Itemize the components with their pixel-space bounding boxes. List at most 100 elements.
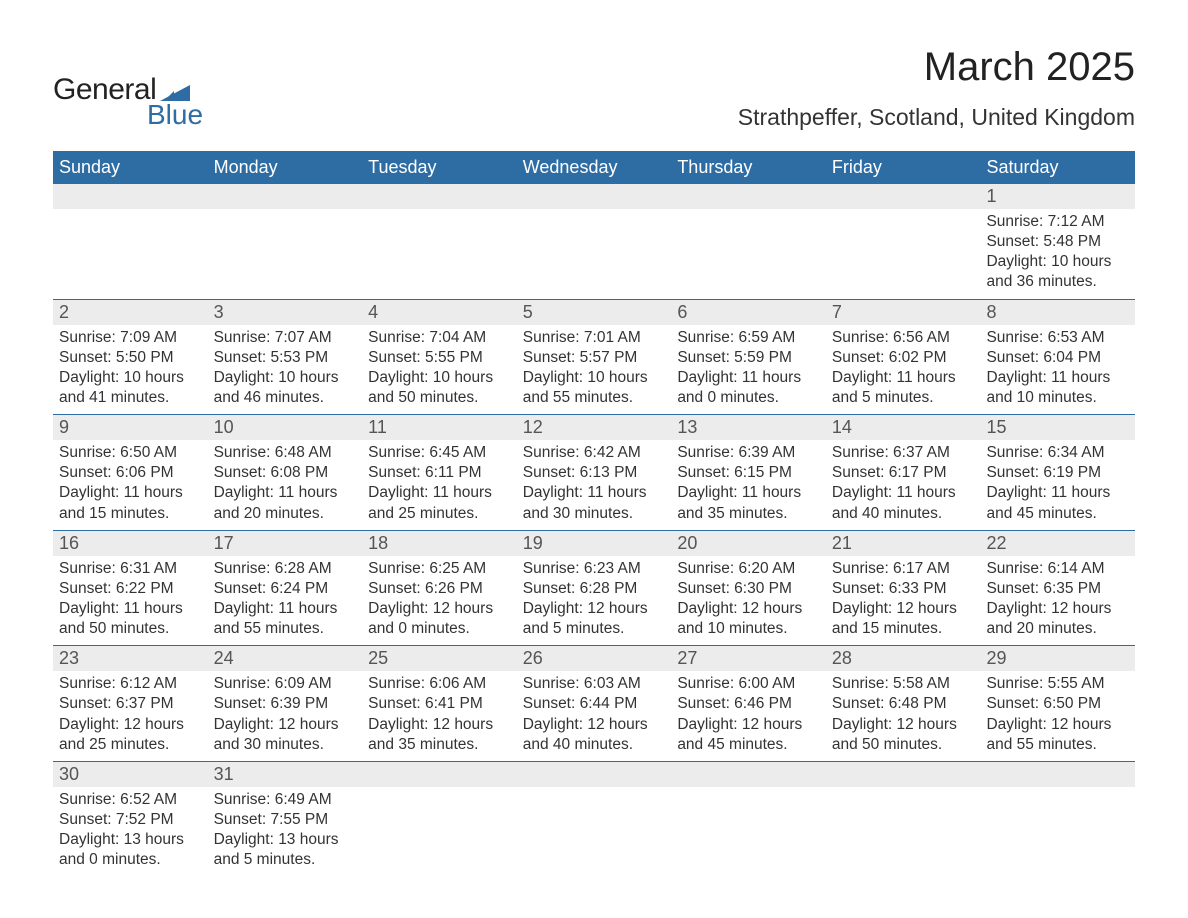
calendar-grid: Sunday Monday Tuesday Wednesday Thursday… [53, 151, 1135, 876]
day-sunset: Sunset: 6:15 PM [677, 463, 820, 483]
calendar-day: 15Sunrise: 6:34 AMSunset: 6:19 PMDayligh… [980, 415, 1135, 530]
day-daylight-line1: Daylight: 11 hours [677, 368, 820, 388]
calendar-day: 7Sunrise: 6:56 AMSunset: 6:02 PMDaylight… [826, 300, 981, 415]
day-daylight-line1: Daylight: 11 hours [59, 599, 202, 619]
day-sunset: Sunset: 6:41 PM [368, 694, 511, 714]
day-number [53, 184, 208, 209]
day-details [362, 209, 517, 218]
page-subtitle: Strathpeffer, Scotland, United Kingdom [738, 104, 1135, 131]
day-details: Sunrise: 6:31 AMSunset: 6:22 PMDaylight:… [53, 556, 208, 646]
day-details [53, 209, 208, 218]
logo-text-main: General [53, 73, 156, 107]
calendar-day [980, 762, 1135, 877]
title-block: March 2025 Strathpeffer, Scotland, Unite… [738, 45, 1135, 131]
day-details: Sunrise: 6:34 AMSunset: 6:19 PMDaylight:… [980, 440, 1135, 530]
calendar-day [671, 184, 826, 299]
day-details: Sunrise: 6:28 AMSunset: 6:24 PMDaylight:… [208, 556, 363, 646]
day-number: 5 [517, 300, 672, 325]
day-number [362, 762, 517, 787]
day-daylight-line2: and 45 minutes. [986, 504, 1129, 524]
days-of-week-header: Sunday Monday Tuesday Wednesday Thursday… [53, 151, 1135, 184]
calendar-day: 4Sunrise: 7:04 AMSunset: 5:55 PMDaylight… [362, 300, 517, 415]
day-sunrise: Sunrise: 6:28 AM [214, 559, 357, 579]
day-daylight-line2: and 50 minutes. [59, 619, 202, 639]
day-daylight-line2: and 46 minutes. [214, 388, 357, 408]
day-sunrise: Sunrise: 6:14 AM [986, 559, 1129, 579]
day-sunset: Sunset: 6:11 PM [368, 463, 511, 483]
day-details: Sunrise: 5:58 AMSunset: 6:48 PMDaylight:… [826, 671, 981, 761]
calendar-day [517, 184, 672, 299]
dow-saturday: Saturday [980, 151, 1135, 184]
day-sunset: Sunset: 5:55 PM [368, 348, 511, 368]
calendar-day: 12Sunrise: 6:42 AMSunset: 6:13 PMDayligh… [517, 415, 672, 530]
day-sunset: Sunset: 6:44 PM [523, 694, 666, 714]
day-daylight-line2: and 0 minutes. [368, 619, 511, 639]
day-daylight-line1: Daylight: 12 hours [368, 715, 511, 735]
day-number: 19 [517, 531, 672, 556]
day-sunrise: Sunrise: 6:42 AM [523, 443, 666, 463]
day-number: 9 [53, 415, 208, 440]
day-daylight-line1: Daylight: 12 hours [59, 715, 202, 735]
day-number: 20 [671, 531, 826, 556]
day-daylight-line2: and 35 minutes. [677, 504, 820, 524]
day-sunset: Sunset: 6:02 PM [832, 348, 975, 368]
day-sunset: Sunset: 6:50 PM [986, 694, 1129, 714]
day-sunset: Sunset: 6:04 PM [986, 348, 1129, 368]
day-daylight-line1: Daylight: 11 hours [832, 483, 975, 503]
day-details: Sunrise: 6:25 AMSunset: 6:26 PMDaylight:… [362, 556, 517, 646]
day-details: Sunrise: 6:45 AMSunset: 6:11 PMDaylight:… [362, 440, 517, 530]
day-daylight-line1: Daylight: 10 hours [986, 252, 1129, 272]
day-sunrise: Sunrise: 6:06 AM [368, 674, 511, 694]
calendar-day: 31Sunrise: 6:49 AMSunset: 7:55 PMDayligh… [208, 762, 363, 877]
day-number [517, 184, 672, 209]
calendar-day: 9Sunrise: 6:50 AMSunset: 6:06 PMDaylight… [53, 415, 208, 530]
day-number: 17 [208, 531, 363, 556]
day-sunset: Sunset: 5:59 PM [677, 348, 820, 368]
day-daylight-line1: Daylight: 12 hours [523, 599, 666, 619]
day-daylight-line2: and 0 minutes. [677, 388, 820, 408]
day-details [980, 787, 1135, 796]
day-daylight-line1: Daylight: 10 hours [523, 368, 666, 388]
calendar-day: 2Sunrise: 7:09 AMSunset: 5:50 PMDaylight… [53, 300, 208, 415]
day-daylight-line2: and 15 minutes. [832, 619, 975, 639]
calendar-day: 19Sunrise: 6:23 AMSunset: 6:28 PMDayligh… [517, 531, 672, 646]
day-details: Sunrise: 7:12 AMSunset: 5:48 PMDaylight:… [980, 209, 1135, 299]
day-daylight-line1: Daylight: 10 hours [59, 368, 202, 388]
day-sunrise: Sunrise: 6:12 AM [59, 674, 202, 694]
calendar-day [53, 184, 208, 299]
day-sunset: Sunset: 6:30 PM [677, 579, 820, 599]
day-sunset: Sunset: 5:57 PM [523, 348, 666, 368]
logo-triangle-icon [160, 81, 190, 101]
day-daylight-line1: Daylight: 11 hours [986, 368, 1129, 388]
calendar-day [362, 184, 517, 299]
dow-friday: Friday [826, 151, 981, 184]
day-number: 11 [362, 415, 517, 440]
day-sunrise: Sunrise: 7:04 AM [368, 328, 511, 348]
day-details: Sunrise: 6:23 AMSunset: 6:28 PMDaylight:… [517, 556, 672, 646]
day-details [517, 209, 672, 218]
day-details: Sunrise: 7:04 AMSunset: 5:55 PMDaylight:… [362, 325, 517, 415]
day-daylight-line2: and 0 minutes. [59, 850, 202, 870]
day-number: 29 [980, 646, 1135, 671]
day-number [517, 762, 672, 787]
day-sunrise: Sunrise: 6:48 AM [214, 443, 357, 463]
day-details: Sunrise: 7:01 AMSunset: 5:57 PMDaylight:… [517, 325, 672, 415]
day-daylight-line1: Daylight: 11 hours [59, 483, 202, 503]
day-number: 2 [53, 300, 208, 325]
day-sunrise: Sunrise: 6:23 AM [523, 559, 666, 579]
day-number [671, 762, 826, 787]
day-details: Sunrise: 6:20 AMSunset: 6:30 PMDaylight:… [671, 556, 826, 646]
day-details: Sunrise: 6:00 AMSunset: 6:46 PMDaylight:… [671, 671, 826, 761]
day-sunset: Sunset: 6:17 PM [832, 463, 975, 483]
day-sunrise: Sunrise: 6:25 AM [368, 559, 511, 579]
day-sunrise: Sunrise: 6:53 AM [986, 328, 1129, 348]
day-daylight-line2: and 15 minutes. [59, 504, 202, 524]
calendar-week: 30Sunrise: 6:52 AMSunset: 7:52 PMDayligh… [53, 762, 1135, 877]
day-details [826, 787, 981, 796]
calendar-week: 16Sunrise: 6:31 AMSunset: 6:22 PMDayligh… [53, 531, 1135, 647]
calendar-day: 24Sunrise: 6:09 AMSunset: 6:39 PMDayligh… [208, 646, 363, 761]
day-daylight-line1: Daylight: 11 hours [214, 483, 357, 503]
day-number: 28 [826, 646, 981, 671]
day-details: Sunrise: 6:14 AMSunset: 6:35 PMDaylight:… [980, 556, 1135, 646]
day-number: 14 [826, 415, 981, 440]
